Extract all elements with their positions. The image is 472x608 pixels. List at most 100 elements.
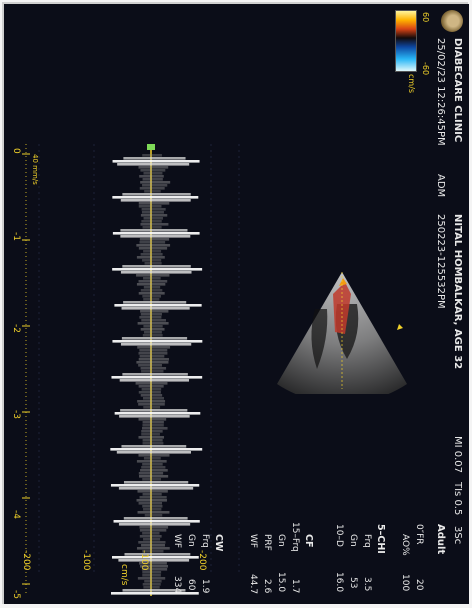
spectrum-envelope-segment <box>138 205 162 208</box>
spectrum-envelope-segment <box>139 355 165 358</box>
patient-name: NITAL HOMBALKAR, AGE 32 <box>452 214 463 370</box>
spectrum-envelope-segment <box>118 487 194 490</box>
spectrum-envelope-segment <box>144 514 163 517</box>
mechanical-index: MI 0.07 <box>452 436 463 474</box>
spectrum-envelope-segment <box>140 469 168 472</box>
spectrum-envelope-segment <box>141 568 168 571</box>
spectrum-envelope-segment <box>140 253 163 256</box>
spectrum-envelope-segment <box>120 199 191 202</box>
spectrum-envelope-segment <box>143 397 164 400</box>
spectrum-envelope-segment <box>136 499 167 502</box>
spectrum-envelope-segment <box>142 493 162 496</box>
spectrum-envelope-segment <box>122 373 188 376</box>
spectrum-unit: cm/s <box>119 564 129 586</box>
spectrum-envelope-segment <box>121 307 190 310</box>
spectrum-envelope-segment <box>138 403 165 406</box>
spectrum-envelope-segment <box>122 193 191 196</box>
colorbar-unit: cm/s <box>407 74 416 94</box>
spectrum-envelope-segment <box>110 592 199 595</box>
spectrum-envelope-segment <box>120 235 191 238</box>
spectrum-envelope-segment <box>142 442 164 445</box>
spectrum-envelope-segment <box>143 508 162 511</box>
spectrum-envelope-segment <box>139 238 170 241</box>
spectrum-envelope-segment <box>143 298 160 301</box>
spectrum-envelope-segment <box>123 517 188 520</box>
spectrum-envelope-segment <box>117 163 190 166</box>
spectrum-envelope-segment <box>144 190 161 193</box>
spectrum-envelope-segment <box>140 367 167 370</box>
spectrum-envelope-segment <box>137 577 166 580</box>
time-tick-minus2: -2 <box>11 324 21 333</box>
spectrum-envelope-segment <box>141 211 164 214</box>
spectrum-envelope-segment <box>139 562 167 565</box>
spectrum-envelope-segment <box>141 466 166 469</box>
spectrum-envelope-segment <box>142 178 163 181</box>
spectrum-envelope-segment <box>138 454 170 457</box>
spectrum-envelope-segment <box>139 535 162 538</box>
spectrum-envelope-segment <box>120 271 192 274</box>
time-tick-minus1: -1 <box>11 232 21 241</box>
spectrum-envelope-segment <box>144 580 162 583</box>
spectrum-envelope-segment <box>112 556 199 559</box>
spectrum-envelope-segment <box>138 364 162 367</box>
spectrum-envelope-segment <box>141 388 162 391</box>
spectrum-envelope-segment <box>123 301 187 304</box>
spectrum-envelope-segment <box>136 547 170 550</box>
spectrum-envelope-segment <box>140 214 168 217</box>
spectrum-envelope-segment <box>138 391 161 394</box>
probe-type: 3Sc <box>452 526 463 545</box>
spectrum-envelope-segment <box>114 304 202 307</box>
spectrum-envelope-segment <box>122 265 191 268</box>
time-tick-0: 0 <box>11 148 21 154</box>
spectrum-envelope-segment <box>141 427 168 430</box>
spectrum-envelope-segment <box>139 526 169 529</box>
spectrum-envelope-segment <box>142 478 162 481</box>
spectrum-envelope-segment <box>143 277 161 280</box>
spectrum-envelope-segment <box>140 289 163 292</box>
spectrum-envelope-segment <box>141 370 164 373</box>
spectrum-envelope-segment <box>142 463 163 466</box>
spectrum-envelope-segment <box>120 343 192 346</box>
velocity-tick-2: -100 <box>139 550 149 571</box>
spectrum-envelope-segment <box>142 226 162 229</box>
spectrum-envelope-segment <box>138 541 166 544</box>
spectrum-envelope-segment <box>143 538 161 541</box>
velocity-tick-4: -200 <box>21 550 31 571</box>
spectrum-envelope-segment <box>113 520 200 523</box>
ultrasound-monitor: DIABECARE CLINIC NITAL HOMBALKAR, AGE 32… <box>2 2 469 604</box>
spectrum-envelope-segment <box>142 334 163 337</box>
spectrum-envelope-segment <box>118 523 191 526</box>
spectrum-envelope-segment <box>139 187 165 190</box>
spectrum-envelope-segment <box>138 418 167 421</box>
spectrum-envelope-segment <box>142 259 162 262</box>
spectrum-envelope-segment <box>112 340 203 343</box>
spectrum-envelope-segment <box>139 349 168 352</box>
spectrum-envelope-segment <box>123 157 186 160</box>
spectrum-envelope-segment <box>140 169 166 172</box>
cw-doppler-spectrum <box>22 144 240 596</box>
spectrum-envelope-segment <box>137 490 168 493</box>
spectrum-envelope-segment <box>144 262 162 265</box>
spectrum-envelope-segment <box>116 451 192 454</box>
frame-rate-value: 20 <box>414 579 424 591</box>
clinic-logo-icon <box>441 10 463 32</box>
spectrum-envelope-segment <box>141 208 166 211</box>
spectrum-envelope-segment <box>141 430 163 433</box>
section-chi: 5–CHI <box>375 524 386 554</box>
spectrum-envelope-segment <box>138 292 165 295</box>
spectrum-envelope-segment <box>122 589 186 592</box>
spectrum-envelope-segment <box>138 247 168 250</box>
spectrum-envelope-segment <box>137 511 170 514</box>
spectrum-envelope-segment <box>138 280 168 283</box>
spectrum-envelope-segment <box>138 436 165 439</box>
spectrum-envelope-segment <box>140 565 168 568</box>
spectrum-envelope-segment <box>142 574 161 577</box>
spectrum-envelope-segment <box>142 439 163 442</box>
chi-frq-value: 3.5 <box>362 577 372 592</box>
spectrum-envelope-segment <box>143 457 161 460</box>
spectrum-envelope-segment <box>140 328 165 331</box>
spectrum-envelope-segment <box>140 223 169 226</box>
spectrum-envelope-segment <box>139 529 167 532</box>
spectrum-envelope-segment <box>114 412 201 415</box>
spectrum-envelope-segment <box>139 316 162 319</box>
